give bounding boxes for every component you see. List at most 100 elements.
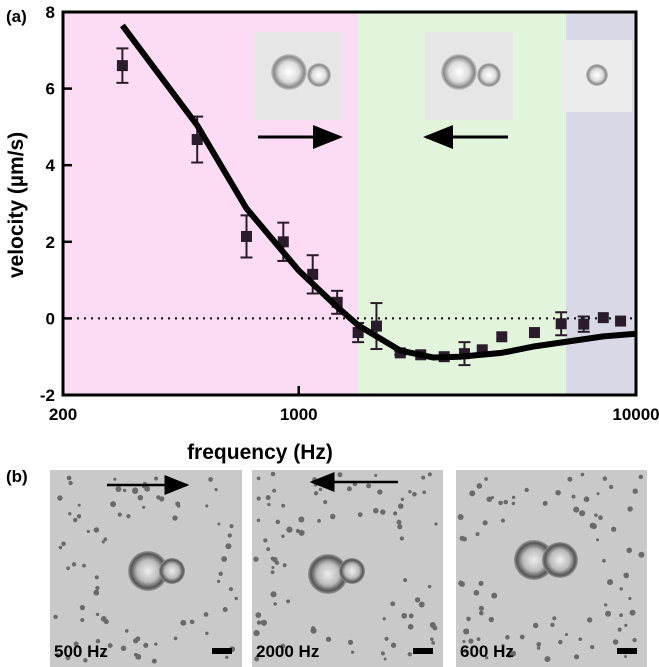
speckle bbox=[110, 501, 117, 508]
speckle bbox=[558, 639, 563, 645]
speckle bbox=[366, 483, 372, 489]
speckle bbox=[317, 518, 321, 523]
speckle bbox=[594, 513, 598, 517]
speckle bbox=[117, 512, 122, 517]
speckle bbox=[53, 614, 58, 620]
speckle bbox=[550, 622, 555, 628]
speckle bbox=[107, 643, 113, 649]
speckle bbox=[632, 637, 637, 643]
speckle bbox=[73, 641, 79, 647]
speckle bbox=[275, 519, 281, 525]
speckle bbox=[412, 491, 417, 497]
regions bbox=[63, 12, 636, 395]
speckle bbox=[214, 488, 218, 492]
speckle bbox=[571, 494, 576, 499]
bubble bbox=[514, 540, 554, 580]
speckle bbox=[380, 509, 386, 515]
speckle bbox=[323, 500, 328, 505]
speckle bbox=[374, 473, 378, 477]
speckle bbox=[154, 476, 159, 481]
speckle bbox=[431, 640, 436, 645]
speckle bbox=[542, 500, 548, 506]
y-tick-label: 6 bbox=[46, 80, 55, 99]
data-point bbox=[240, 230, 252, 242]
speckle bbox=[427, 584, 432, 589]
speckle bbox=[486, 496, 493, 503]
speckle bbox=[300, 518, 304, 522]
speckle bbox=[380, 651, 385, 656]
speckle bbox=[430, 637, 434, 642]
speckle bbox=[567, 476, 573, 482]
speckle bbox=[357, 512, 363, 518]
speckle bbox=[172, 515, 178, 521]
speckle bbox=[500, 518, 506, 523]
speckle bbox=[143, 642, 149, 648]
speckle bbox=[629, 609, 636, 616]
speckle bbox=[80, 618, 85, 623]
photo-caption: 2000 Hz bbox=[256, 642, 319, 661]
speckle bbox=[256, 496, 261, 501]
speckle bbox=[270, 591, 277, 598]
speckle bbox=[256, 476, 261, 481]
speckle bbox=[256, 518, 261, 523]
speckle bbox=[468, 638, 474, 644]
speckle bbox=[77, 503, 81, 507]
speckle bbox=[408, 613, 414, 619]
speckle bbox=[612, 639, 619, 645]
y-axis-label: velocity (µm/s) bbox=[5, 132, 28, 278]
speckle bbox=[491, 592, 498, 599]
speckle bbox=[57, 495, 63, 501]
speckle bbox=[313, 491, 319, 496]
speckle bbox=[189, 619, 195, 625]
speckle bbox=[552, 616, 557, 621]
data-point bbox=[496, 331, 508, 343]
inset-bubble bbox=[307, 63, 331, 87]
speckle bbox=[476, 483, 483, 489]
speckle bbox=[485, 656, 489, 660]
speckle bbox=[176, 504, 181, 508]
speckle bbox=[573, 506, 580, 513]
speckle bbox=[466, 616, 471, 622]
speckle bbox=[505, 635, 510, 640]
photo-caption: 600 Hz bbox=[460, 642, 514, 661]
speckle bbox=[459, 581, 465, 587]
speckle bbox=[281, 534, 285, 538]
speckle bbox=[101, 653, 105, 657]
speckle bbox=[459, 535, 465, 541]
speckle bbox=[478, 605, 485, 611]
bubble bbox=[542, 542, 578, 578]
speckle bbox=[408, 490, 412, 494]
speckle bbox=[113, 477, 117, 481]
bubble bbox=[308, 554, 348, 594]
speckle bbox=[583, 496, 590, 503]
speckle bbox=[401, 612, 408, 619]
speckle bbox=[407, 623, 414, 630]
speckle bbox=[638, 551, 645, 558]
speckle bbox=[602, 558, 606, 563]
speckle bbox=[397, 524, 403, 530]
speckle bbox=[95, 585, 100, 591]
data-point bbox=[277, 236, 289, 248]
speckle bbox=[286, 526, 293, 533]
speckle bbox=[350, 650, 355, 654]
speckle bbox=[93, 527, 100, 533]
speckle bbox=[126, 514, 131, 519]
speckle bbox=[544, 656, 551, 663]
speckle bbox=[256, 620, 262, 625]
speckle bbox=[626, 547, 633, 554]
speckle bbox=[260, 619, 267, 626]
speckle bbox=[254, 656, 260, 662]
speckle bbox=[482, 520, 488, 526]
speckle bbox=[270, 556, 275, 561]
speckle bbox=[282, 563, 287, 568]
speckle bbox=[144, 485, 151, 492]
speckle bbox=[298, 529, 305, 536]
speckle bbox=[469, 490, 476, 497]
speckle bbox=[532, 622, 539, 629]
data-point bbox=[370, 320, 382, 332]
speckle bbox=[623, 572, 630, 579]
speckle bbox=[555, 489, 561, 496]
speckle bbox=[229, 524, 234, 529]
y-tick-label: 2 bbox=[46, 233, 55, 252]
speckle bbox=[478, 580, 484, 586]
